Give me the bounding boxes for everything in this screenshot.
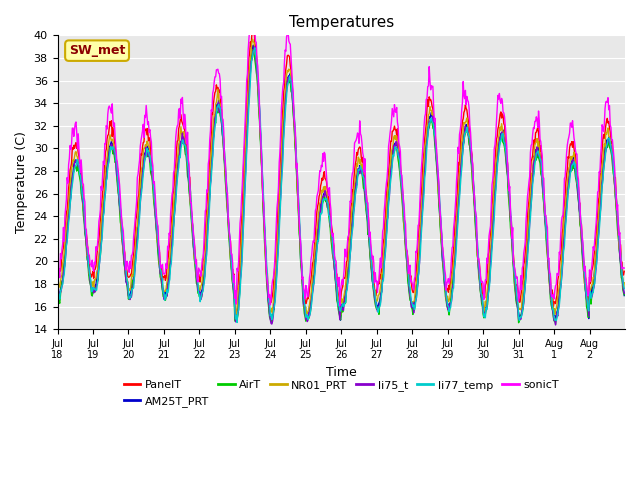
AM25T_PRT: [303, 317, 310, 323]
NR01_PRT: [120, 255, 128, 261]
AM25T_PRT: [401, 229, 409, 235]
AM25T_PRT: [275, 226, 282, 231]
li77_temp: [620, 286, 628, 291]
Line: AM25T_PRT: AM25T_PRT: [58, 45, 624, 320]
AirT: [620, 292, 628, 298]
li75_t: [275, 240, 282, 246]
PanelT: [250, 25, 258, 31]
li75_t: [251, 44, 259, 50]
Line: li75_t: li75_t: [58, 47, 624, 325]
li77_temp: [251, 45, 259, 51]
AirT: [432, 153, 440, 159]
NR01_PRT: [253, 62, 261, 68]
NR01_PRT: [249, 36, 257, 42]
AirT: [120, 261, 128, 267]
PanelT: [275, 194, 282, 200]
NR01_PRT: [54, 281, 61, 287]
AM25T_PRT: [250, 42, 257, 48]
sonicT: [620, 265, 628, 271]
PanelT: [225, 213, 232, 218]
X-axis label: Time: Time: [326, 366, 356, 379]
AM25T_PRT: [620, 293, 628, 299]
li77_temp: [401, 222, 409, 228]
NR01_PRT: [275, 218, 282, 224]
PanelT: [620, 268, 628, 274]
PanelT: [253, 59, 261, 64]
Line: sonicT: sonicT: [58, 0, 624, 305]
li75_t: [120, 256, 128, 262]
AirT: [54, 294, 61, 300]
Line: PanelT: PanelT: [58, 28, 624, 307]
AM25T_PRT: [225, 217, 232, 223]
Y-axis label: Temperature (C): Temperature (C): [15, 132, 28, 233]
NR01_PRT: [337, 312, 344, 318]
li77_temp: [233, 320, 241, 325]
sonicT: [247, 0, 255, 2]
AirT: [552, 321, 559, 326]
NR01_PRT: [225, 220, 232, 226]
li75_t: [400, 214, 408, 219]
AM25T_PRT: [120, 258, 128, 264]
Legend: PanelT, AM25T_PRT, AirT, NR01_PRT, li75_t, li77_temp, sonicT: PanelT, AM25T_PRT, AirT, NR01_PRT, li75_…: [119, 376, 563, 411]
li75_t: [225, 217, 232, 223]
sonicT: [225, 214, 232, 219]
AirT: [225, 223, 232, 229]
AM25T_PRT: [54, 293, 61, 299]
li77_temp: [254, 75, 262, 81]
sonicT: [401, 217, 409, 223]
li77_temp: [120, 249, 128, 254]
NR01_PRT: [620, 280, 628, 286]
Line: AirT: AirT: [58, 49, 624, 324]
sonicT: [275, 184, 282, 190]
Line: NR01_PRT: NR01_PRT: [58, 39, 624, 315]
NR01_PRT: [433, 156, 440, 162]
Line: li77_temp: li77_temp: [58, 48, 624, 323]
sonicT: [433, 146, 440, 152]
PanelT: [400, 215, 408, 221]
AirT: [275, 231, 282, 237]
PanelT: [54, 274, 61, 279]
AM25T_PRT: [433, 158, 440, 164]
sonicT: [120, 242, 128, 248]
li77_temp: [433, 154, 440, 160]
li77_temp: [225, 211, 232, 216]
sonicT: [336, 302, 344, 308]
li75_t: [620, 290, 628, 296]
PanelT: [550, 304, 557, 310]
PanelT: [432, 141, 440, 146]
Title: Temperatures: Temperatures: [289, 15, 394, 30]
PanelT: [120, 246, 128, 252]
Text: SW_met: SW_met: [69, 44, 125, 57]
li75_t: [552, 322, 559, 328]
li75_t: [54, 292, 61, 298]
li75_t: [253, 70, 261, 75]
sonicT: [54, 266, 61, 272]
AM25T_PRT: [253, 69, 261, 75]
li77_temp: [275, 228, 283, 234]
AirT: [400, 224, 408, 229]
AirT: [249, 47, 257, 52]
sonicT: [253, 58, 261, 64]
li75_t: [432, 144, 440, 150]
AirT: [253, 74, 261, 80]
NR01_PRT: [401, 231, 409, 237]
li77_temp: [54, 292, 61, 298]
